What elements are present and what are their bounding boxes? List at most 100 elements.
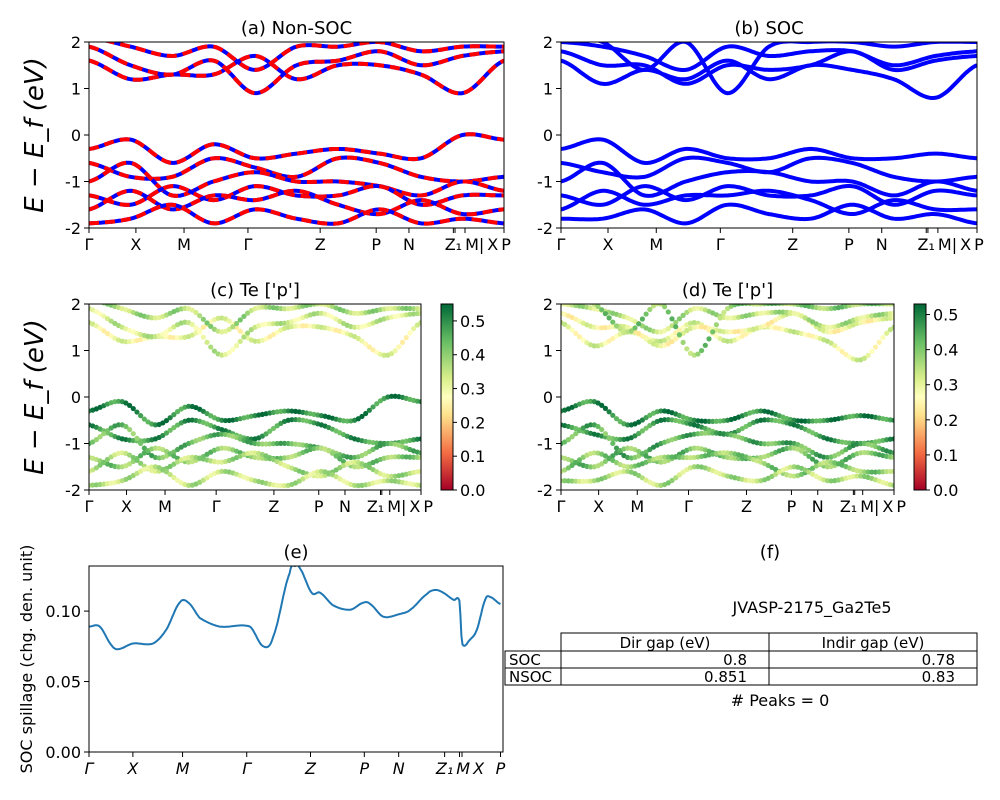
data-point — [363, 341, 369, 347]
data-point — [411, 326, 417, 332]
data-point — [315, 310, 321, 316]
panel-title: (e) — [283, 542, 308, 563]
x-tick-label: Γ — [557, 497, 566, 516]
data-point — [691, 464, 697, 470]
x-tick-label: M| — [387, 497, 406, 516]
data-point — [584, 299, 589, 304]
data-point — [355, 310, 361, 316]
data-point — [676, 327, 683, 333]
data-point — [101, 313, 107, 319]
data-point — [573, 297, 578, 302]
x-tick-label: Z — [741, 497, 752, 516]
data-point — [817, 418, 823, 424]
data-point — [270, 321, 277, 327]
data-point — [676, 454, 683, 460]
data-point — [810, 418, 816, 424]
data-point — [606, 315, 612, 321]
data-point — [200, 316, 206, 322]
data-point — [134, 435, 140, 442]
data-point — [163, 417, 170, 424]
data-point — [352, 324, 358, 330]
y-tick-label: 0 — [543, 126, 553, 145]
data-point — [226, 349, 232, 356]
band-line-dashed — [89, 132, 504, 165]
data-point — [230, 346, 236, 353]
table-value: 0.78 — [922, 651, 955, 669]
data-point — [138, 413, 144, 419]
data-point — [643, 336, 649, 342]
data-point — [167, 471, 173, 478]
colorbar-tick-label: 0.4 — [933, 341, 958, 360]
x-tick-label: M| — [465, 235, 484, 254]
data-point — [569, 327, 575, 333]
data-point — [241, 313, 247, 319]
data-point — [359, 338, 365, 344]
data-point — [724, 338, 731, 344]
x-tick-label: N — [403, 235, 415, 254]
data-point — [289, 417, 295, 423]
data-point — [843, 351, 849, 358]
band-line-dashed — [103, 42, 504, 72]
y-tick-label: -1 — [65, 435, 81, 454]
data-point — [562, 321, 568, 327]
spillage-line — [89, 566, 501, 651]
band-line-dashed — [89, 160, 504, 198]
panel-title: (d) Te ['p'] — [682, 280, 773, 301]
data-point — [167, 415, 173, 421]
data-point — [713, 333, 720, 339]
data-point — [665, 454, 671, 460]
data-point — [776, 304, 782, 307]
data-point — [215, 431, 221, 437]
data-point — [267, 321, 273, 327]
data-point — [97, 311, 103, 317]
data-point — [588, 464, 594, 470]
data-point — [654, 329, 660, 335]
plot-area-c — [89, 304, 421, 489]
x-tick-label: M — [177, 235, 191, 254]
plot-area-a — [89, 42, 504, 226]
data-point — [680, 454, 686, 461]
panel-f: (f) JVASP-2175_Ga2Te5 Dir gap (eV) Indir ga… — [504, 542, 978, 710]
data-point — [565, 324, 572, 330]
data-point — [669, 338, 675, 345]
data-point — [702, 430, 708, 436]
data-point — [274, 440, 280, 447]
data-point — [281, 408, 288, 414]
band-line — [89, 44, 504, 96]
data-point — [200, 324, 206, 330]
data-point — [385, 478, 391, 484]
data-point — [418, 320, 421, 326]
data-point — [392, 348, 398, 354]
data-point — [798, 418, 805, 424]
data-point — [134, 457, 140, 463]
data-point — [713, 322, 720, 328]
x-tick-label: Γ — [85, 235, 94, 254]
data-point — [565, 465, 572, 471]
data-point — [654, 338, 660, 344]
data-point — [717, 450, 723, 456]
x-tick-label: M| — [938, 235, 957, 254]
data-point — [348, 454, 354, 461]
data-point — [418, 482, 421, 488]
data-point — [602, 405, 609, 411]
data-point — [167, 427, 173, 433]
data-point — [186, 403, 192, 409]
data-point — [392, 305, 398, 311]
colorbar-tick-label: 0.3 — [460, 380, 485, 399]
data-point — [591, 343, 597, 349]
band-line — [89, 132, 504, 165]
data-point — [602, 311, 609, 317]
x-tick-label: N — [339, 497, 351, 516]
data-point — [658, 408, 664, 414]
data-point — [267, 441, 273, 447]
y-tick-label: 1 — [543, 80, 553, 99]
y-tick-label: 0.00 — [45, 743, 81, 762]
data-point — [326, 448, 332, 454]
data-point — [728, 329, 734, 335]
data-point — [211, 348, 218, 354]
band-line — [561, 160, 977, 198]
data-point — [765, 310, 771, 316]
data-point — [233, 343, 240, 349]
data-point — [134, 409, 140, 415]
